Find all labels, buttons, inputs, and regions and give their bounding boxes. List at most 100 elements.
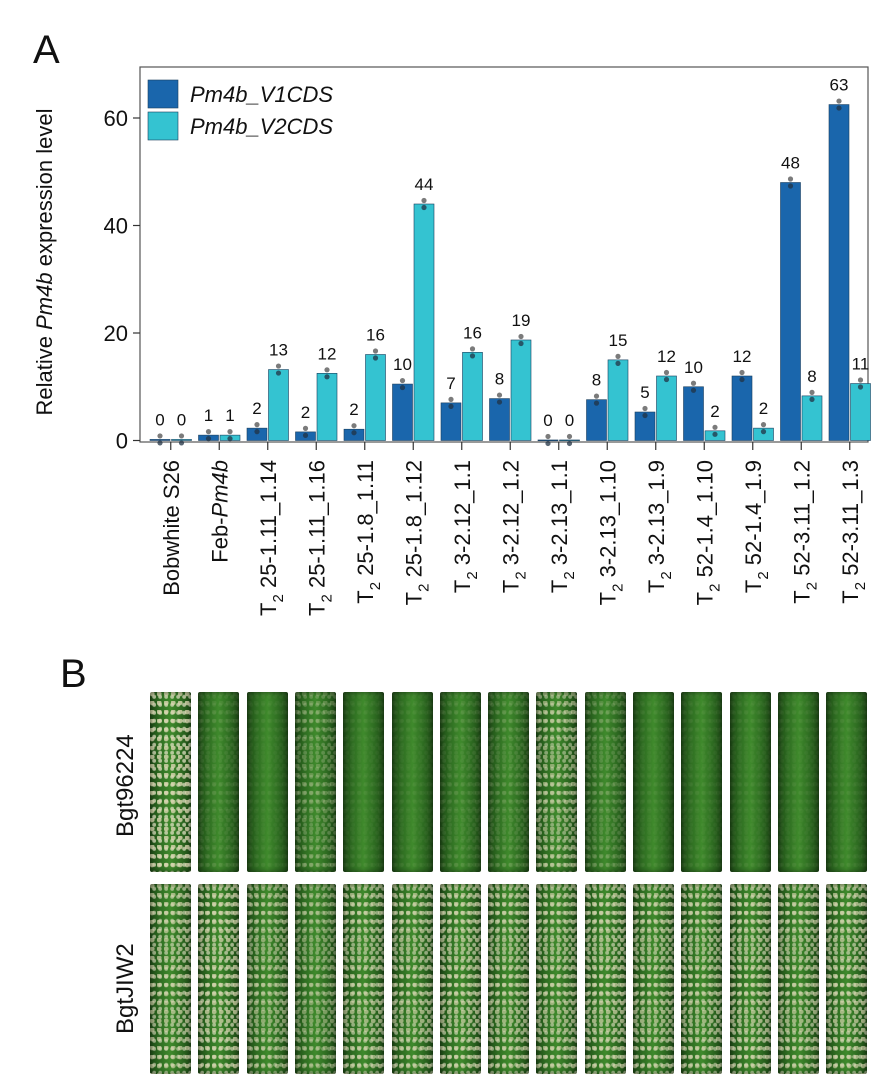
bar-pm4b-v2cds [268,369,289,441]
bar-value-label: 10 [393,355,412,374]
leaf-photo [826,692,868,872]
replicate-dot [227,429,233,435]
bar-pm4b-v2cds [753,427,774,441]
replicate-dot [351,423,357,429]
bar-value-label: 8 [807,367,816,386]
leaf-photo [150,884,191,1074]
bar-pm4b-v1cds [246,427,268,441]
leaf-photo [343,692,385,872]
bar-pm4b-v2cds [413,203,435,441]
x-tick-label: T2 25-1.8_1.12 [401,460,432,605]
replicate-dot [275,370,282,376]
leaf-photo [536,884,578,1074]
x-label-main: 25-1.8_1.12 [401,460,426,584]
replicate-dot [663,369,670,376]
legend-label: Pm4b_V1CDS [190,82,333,107]
x-tick-label: T2 52-3.11_1.3 [838,460,869,604]
bar-pm4b-v2cds [510,339,532,441]
x-label-main: 25-1.8_1.11 [353,460,378,582]
replicate-dot [787,176,794,182]
replicate-dot [399,384,406,391]
bar-value-label: 0 [155,410,164,429]
bar-pm4b-v1cds [489,398,510,441]
x-tick-label: T2 3-2.13_1.10 [595,460,626,605]
leaf-photo [681,884,723,1074]
x-label-main: Feb- [207,517,232,562]
leaf-photo [391,692,433,872]
leaf-photo [488,884,530,1074]
bar-pm4b-v2cds [801,395,823,441]
replicate-dot [399,377,406,384]
bar-value-label: 7 [446,374,455,393]
y-tick-label: 60 [104,106,128,131]
bar-value-label: 12 [318,344,337,363]
x-tick-label: T2 25-1.11_1.14 [256,460,287,616]
x-label-prefix: T [789,590,814,603]
x-label-prefix: T [353,590,378,603]
x-label-main: 3-2.13_1.9 [644,460,669,571]
x-label-italic: Pm4b [207,460,232,517]
x-label-subscript: 2 [755,571,772,579]
y-axis-label-italic: Pm4b [32,272,57,329]
bar-pm4b-v1cds [780,182,801,441]
replicate-dot [302,425,309,431]
bar-pm4b-v2cds [607,359,629,441]
y-tick-label: 0 [116,429,128,454]
leaf-photo [391,884,433,1074]
x-label-main: 52-1.4_1.9 [741,460,766,571]
x-label-prefix: T [498,580,523,593]
replicate-dot [739,376,745,383]
replicate-dot [545,440,551,447]
bar-value-label: 16 [366,326,385,345]
bar-pm4b-v1cds [683,386,704,441]
replicate-dot [566,433,573,440]
bar-value-label: 10 [684,358,703,377]
replicate-dot [205,436,212,442]
replicate-dot [857,384,864,390]
x-tick-label: T2 25-1.11_1.16 [304,460,335,616]
x-tick-label: T2 3-2.13_1.1 [547,460,578,593]
x-tick-label: T2 52-3.11_1.2 [789,460,820,604]
x-label-main: 3-2.12_1.2 [498,460,523,571]
x-label-prefix: T [644,580,669,593]
bar-value-label: 63 [830,76,849,95]
replicate-dot [448,403,454,409]
y-tick-label: 40 [104,214,128,239]
bar-value-label: 2 [759,399,768,418]
bar-pm4b-v2cds [316,373,338,441]
replicate-dot [642,405,648,412]
replicate-dot [615,360,621,366]
bar-value-label: 12 [657,347,676,366]
y-axis-label-part: expression level [32,109,57,273]
x-tick-label: T2 25-1.8_1.11 [353,460,384,604]
replicate-dot [275,363,282,369]
x-label-prefix: T [450,580,475,593]
x-label-main: 25-1.11_1.14 [256,460,281,594]
replicate-dot [739,369,745,376]
leaf-photo [198,692,240,872]
leaf-photo [198,884,240,1074]
leaf-photo [777,884,819,1074]
x-label-subscript: 2 [464,571,481,579]
replicate-dot [690,387,697,393]
x-tick-label: T2 3-2.12_1.1 [450,460,481,593]
x-label-prefix: T [692,592,717,605]
x-label-main: 3-2.13_1.10 [595,460,620,584]
replicate-dot [787,183,794,189]
leaf-photo [488,692,530,872]
replicate-dot [518,333,524,340]
photo-row-label: BgtJIW2 [112,943,139,1034]
leaf-photo [246,692,288,872]
replicate-dot [157,440,163,446]
replicate-dot [351,430,357,436]
bar-value-label: 2 [349,400,358,419]
bar-value-label: 44 [415,175,434,194]
bar-pm4b-v2cds [365,354,386,441]
bar-value-label: 1 [204,406,213,425]
replicate-dot [227,436,233,442]
replicate-dot [836,98,842,104]
bar-value-label: 5 [640,383,649,402]
x-label-subscript: 2 [852,582,869,590]
panel-b-label: B [60,652,87,696]
legend-label: Pm4b_V2CDS [190,114,333,139]
